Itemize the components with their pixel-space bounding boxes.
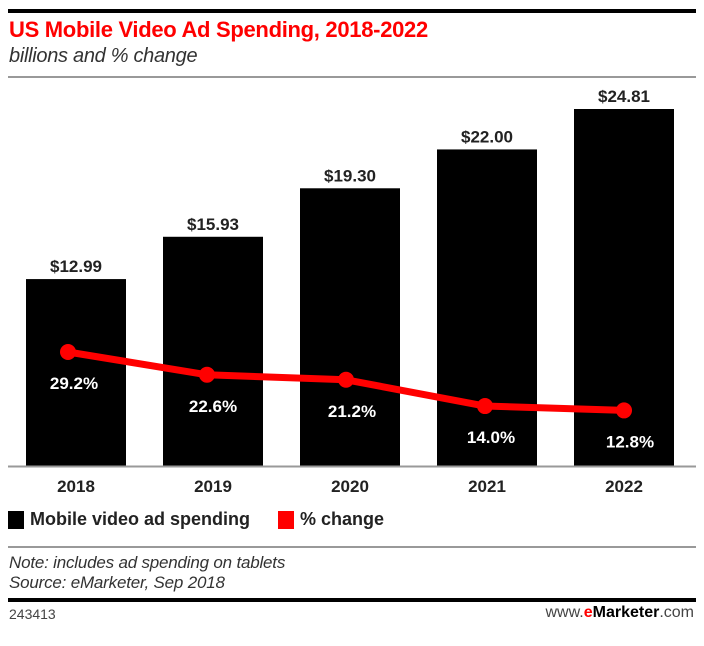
legend-label-change: % change <box>300 509 385 529</box>
change-label-2020: 21.2% <box>328 402 376 421</box>
x-tick-label-2018: 2018 <box>57 477 95 496</box>
chart-subtitle: billions and % change <box>9 45 198 67</box>
legend-item-spending: Mobile video ad spending <box>8 509 250 530</box>
change-point-2018 <box>60 344 76 360</box>
bar-2021 <box>437 149 537 467</box>
change-point-2020 <box>338 371 354 388</box>
change-label-2019: 22.6% <box>189 397 237 416</box>
header-divider <box>8 76 696 78</box>
bar-value-label-2022: $24.81 <box>598 87 650 106</box>
bar-value-label-2018: $12.99 <box>50 257 102 276</box>
bar-value-label-2021: $22.00 <box>461 127 513 146</box>
bar-2019 <box>163 236 263 466</box>
bar-2020 <box>300 188 400 466</box>
x-tick-label-2021: 2021 <box>468 477 506 496</box>
chart-plot: $12.99 2018 $15.93 2019 $19.30 2020 $22.00 2021… <box>8 87 696 496</box>
legend-label-spending: Mobile video ad spending <box>30 509 251 529</box>
top-rule <box>8 9 696 13</box>
change-label-2022: 12.8% <box>606 432 654 451</box>
legend-item-change: % change <box>278 509 384 530</box>
change-label-2021: 14.0% <box>467 428 515 447</box>
brand-name: Marketer <box>592 604 660 621</box>
change-point-2019 <box>199 366 215 383</box>
brand-prefix: www. <box>545 604 584 621</box>
change-point-2021 <box>477 398 493 415</box>
brand-suffix: .com <box>659 604 694 621</box>
bar-value-label-2020: $19.30 <box>324 166 376 185</box>
chart-id: 243413 <box>9 606 56 622</box>
chart-title: US Mobile Video Ad Spending, 2018-2022 <box>9 17 428 42</box>
brand-e: e <box>583 604 593 621</box>
footer-divider <box>8 546 696 548</box>
bar-2018 <box>26 279 126 466</box>
footnote: Note: includes ad spending on tablets So… <box>9 553 285 593</box>
bar-value-label-2019: $15.93 <box>187 215 239 234</box>
brand-link[interactable]: www.eMarketer.com <box>545 604 694 622</box>
note-text: Note: includes ad spending on tablets <box>9 553 286 572</box>
legend-swatch-change <box>278 510 295 529</box>
legend-swatch-spending <box>8 510 24 529</box>
source-text: Source: eMarketer, Sep 2018 <box>9 573 225 592</box>
x-tick-label-2020: 2020 <box>331 477 369 496</box>
legend: Mobile video ad spending % change <box>8 509 412 530</box>
change-label-2018: 29.2% <box>50 374 98 393</box>
bottom-rule <box>8 598 696 602</box>
x-tick-label-2022: 2022 <box>605 477 643 496</box>
change-point-2022 <box>616 402 632 419</box>
x-tick-label-2019: 2019 <box>194 477 232 496</box>
